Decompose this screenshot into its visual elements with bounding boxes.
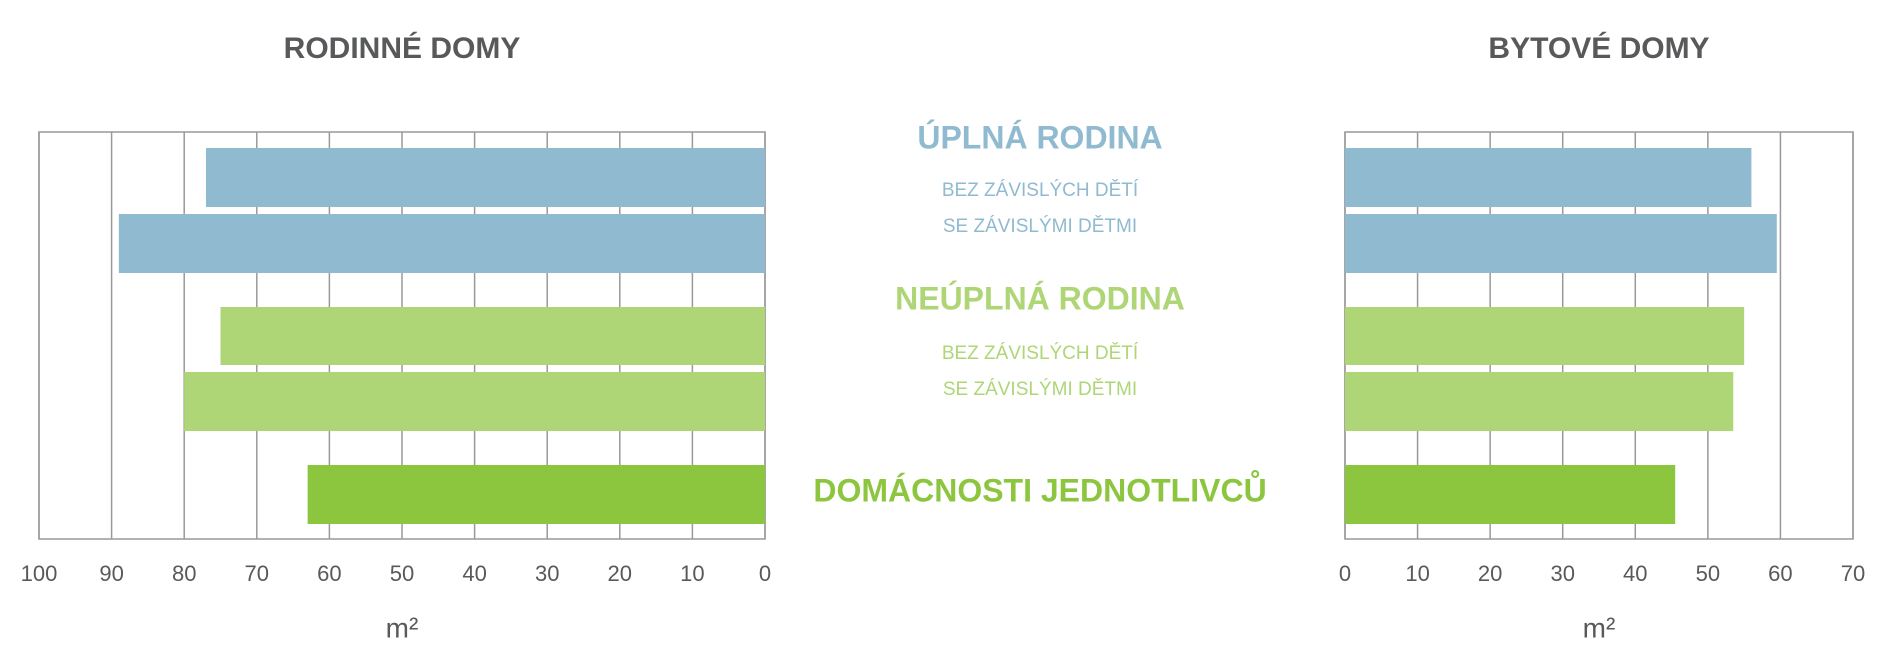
x-tick-label: 20 — [608, 561, 632, 586]
bar — [118, 214, 766, 273]
x-axis-label: m² — [1583, 612, 1616, 643]
bar — [307, 465, 765, 524]
bar — [184, 372, 765, 431]
x-tick-label: 60 — [1768, 561, 1792, 586]
group-title: DOMÁCNOSTI JEDNOTLIVCŮ — [813, 470, 1266, 508]
bar — [220, 307, 765, 365]
x-tick-label: 70 — [1841, 561, 1865, 586]
x-tick-label: 40 — [1623, 561, 1647, 586]
x-tick-label: 60 — [317, 561, 341, 586]
x-tick-label: 90 — [99, 561, 123, 586]
x-tick-label: 100 — [21, 561, 58, 586]
chart-title: BYTOVÉ DOMY — [1488, 31, 1709, 65]
x-axis-label: m² — [386, 612, 419, 643]
x-tick-label: 30 — [535, 561, 559, 586]
group-subtitle: BEZ ZÁVISLÝCH DĚTÍ — [942, 179, 1139, 201]
bar — [1345, 148, 1752, 207]
x-tick-label: 70 — [245, 561, 269, 586]
bar — [1345, 214, 1777, 273]
bar — [205, 148, 766, 207]
group-subtitle: SE ZÁVISLÝMI DĚTMI — [943, 215, 1137, 237]
x-tick-label: 10 — [680, 561, 704, 586]
bar — [1345, 307, 1745, 365]
x-tick-label: 0 — [1339, 561, 1351, 586]
x-tick-label: 50 — [390, 561, 414, 586]
group-subtitle: SE ZÁVISLÝMI DĚTMI — [943, 378, 1137, 400]
group-title: ÚPLNÁ RODINA — [917, 119, 1162, 155]
x-tick-label: 20 — [1478, 561, 1502, 586]
x-tick-label: 40 — [462, 561, 486, 586]
x-tick-label: 50 — [1696, 561, 1720, 586]
bar — [1345, 465, 1676, 524]
group-subtitle: BEZ ZÁVISLÝCH DĚTÍ — [942, 342, 1139, 364]
x-tick-label: 80 — [172, 561, 196, 586]
bar — [1345, 372, 1734, 431]
x-tick-label: 0 — [759, 561, 771, 586]
chart-title: RODINNÉ DOMY — [284, 31, 521, 65]
group-title: NEÚPLNÁ RODINA — [895, 280, 1185, 316]
x-tick-label: 10 — [1405, 561, 1429, 586]
x-tick-label: 30 — [1550, 561, 1574, 586]
